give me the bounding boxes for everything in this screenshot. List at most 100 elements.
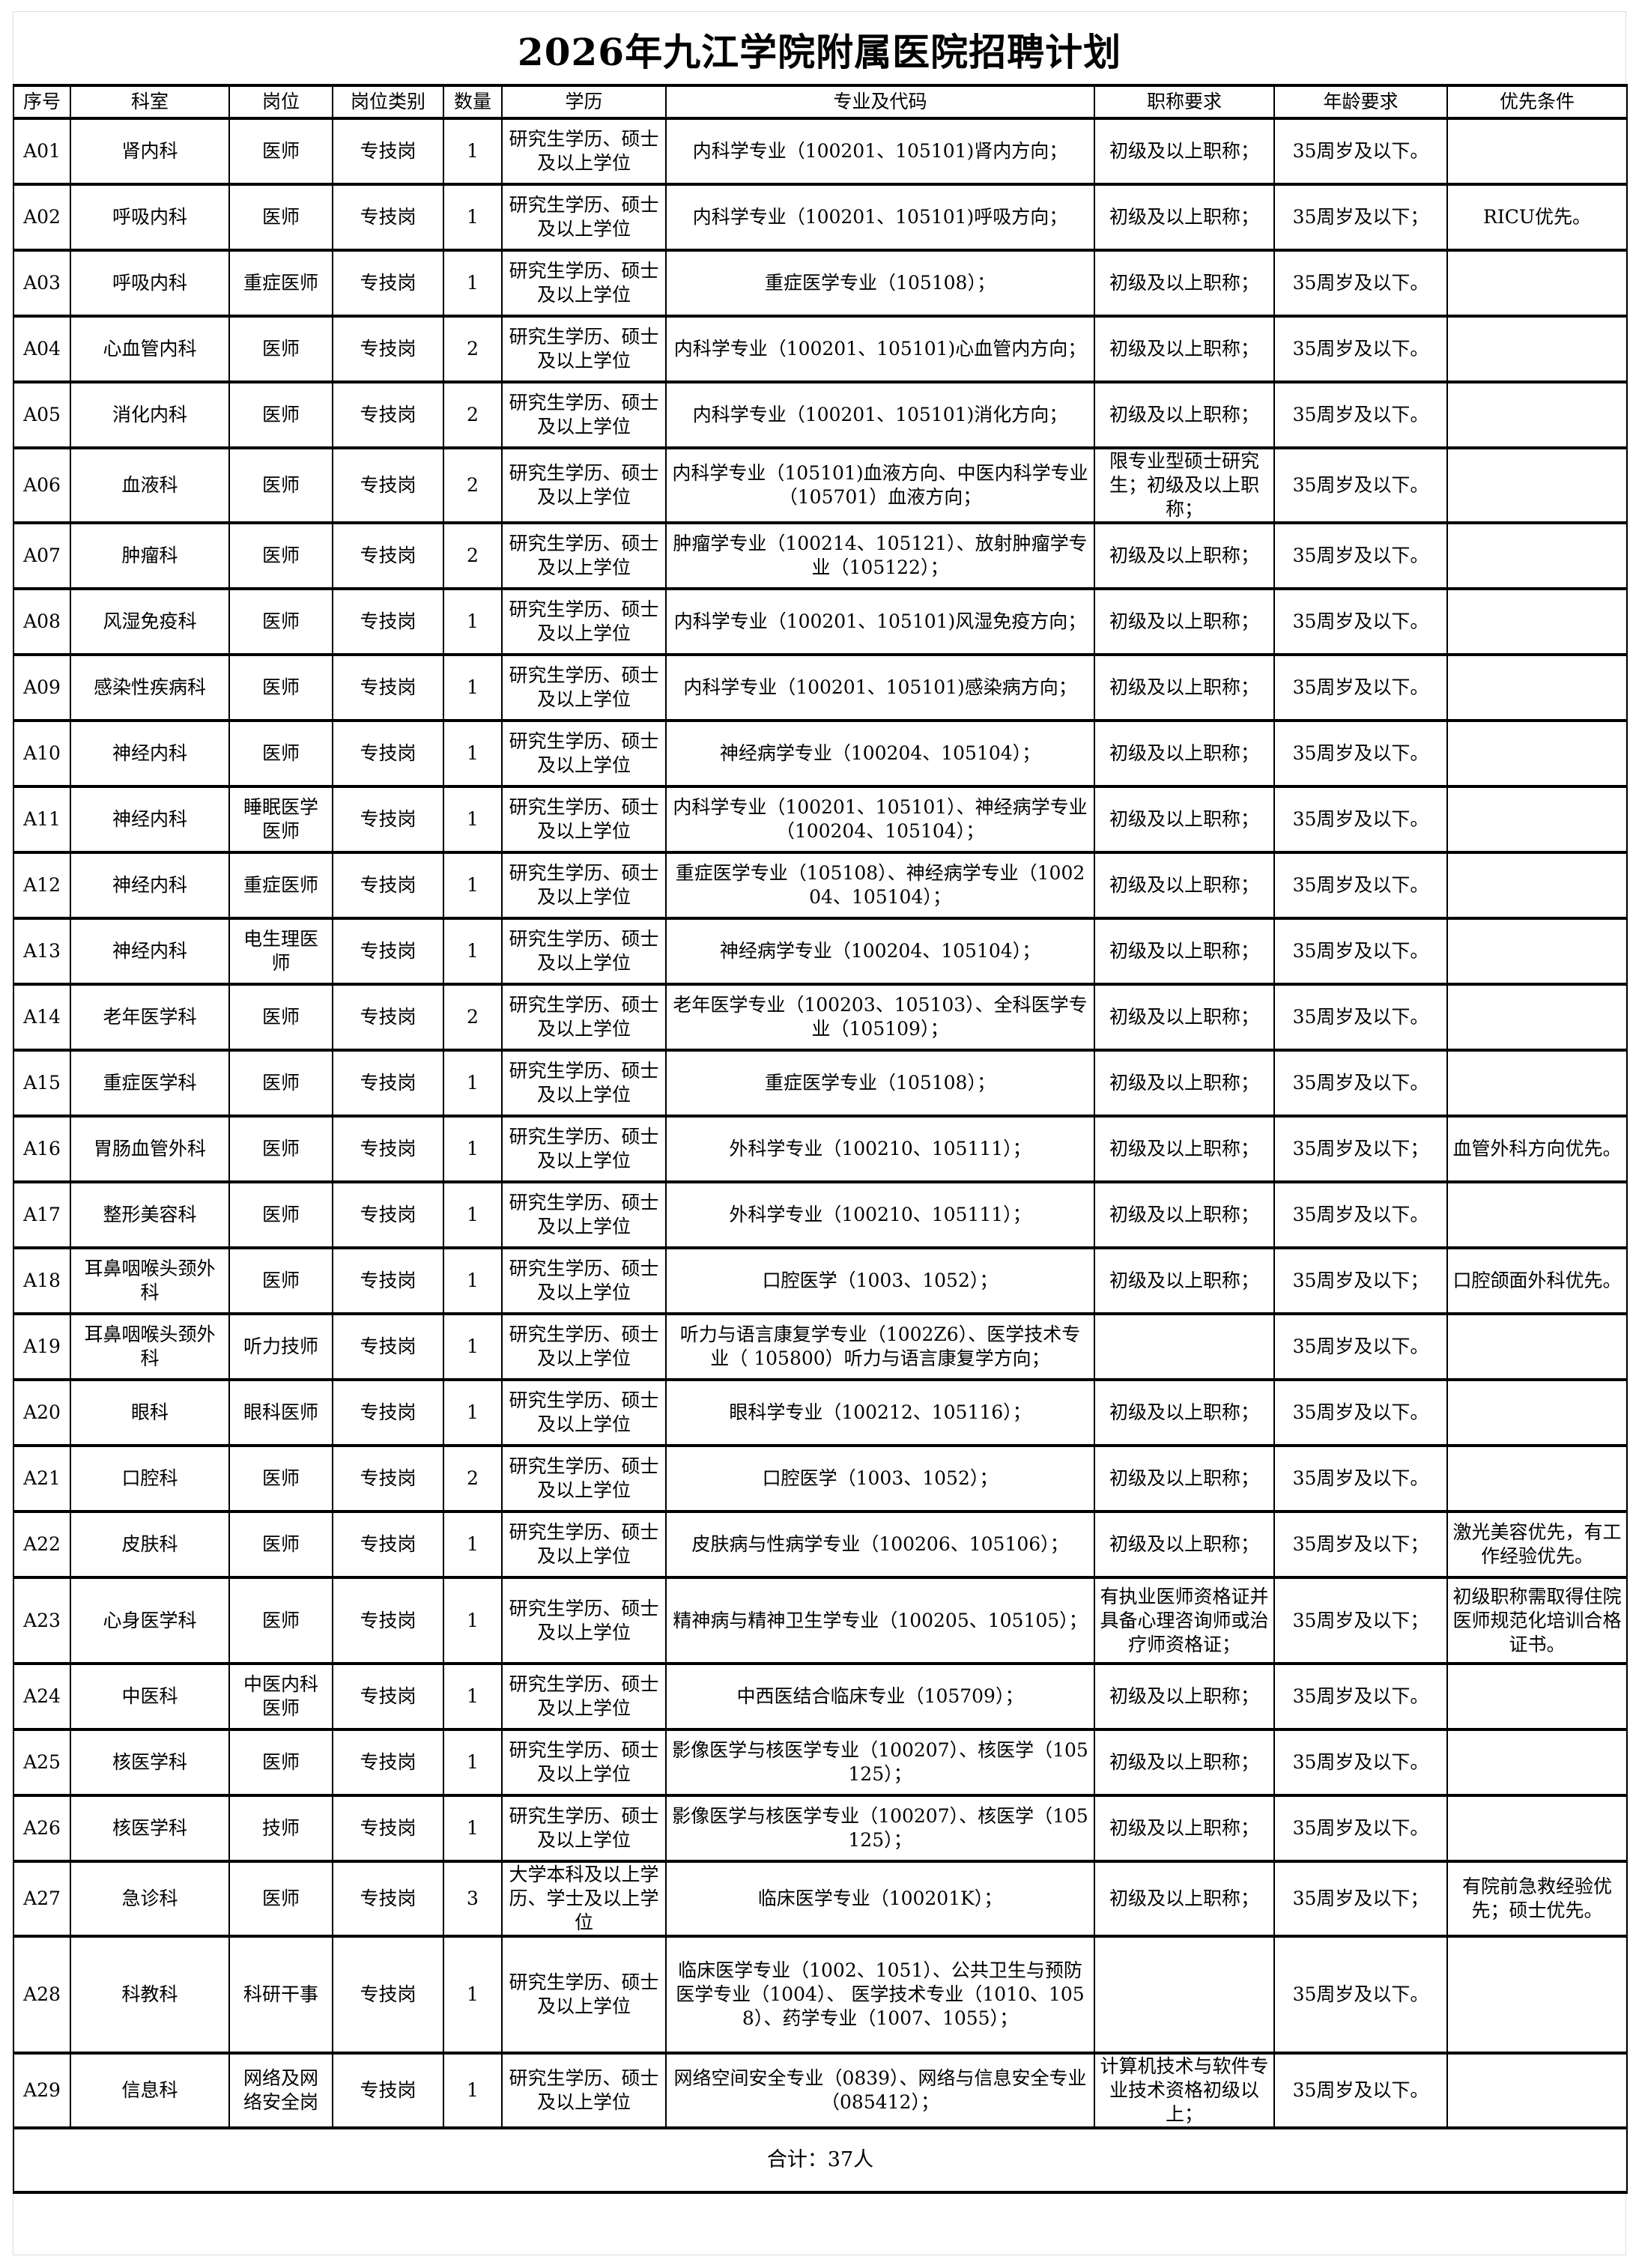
cell-age-requirement: 35周岁及以下。 bbox=[1273, 249, 1448, 318]
cell-priority bbox=[1446, 446, 1628, 524]
cell-position: 医师 bbox=[228, 380, 333, 449]
header-position: 岗位 bbox=[228, 84, 333, 120]
cell-priority bbox=[1446, 1935, 1628, 2055]
table-row: A19 耳鼻咽喉头颈外科 听力技师 专技岗 1 研究生学历、硕士及以上学位 听力与语言康复学… bbox=[13, 1312, 1628, 1381]
cell-position-type: 专技岗 bbox=[332, 851, 444, 920]
cell-title-requirement: 初级及以上职称； bbox=[1094, 1115, 1275, 1183]
cell-position: 重症医师 bbox=[228, 249, 333, 318]
cell-quantity: 1 bbox=[443, 2052, 503, 2129]
cell-title-requirement: 初级及以上职称； bbox=[1094, 1049, 1275, 1118]
cell-priority bbox=[1446, 1378, 1628, 1447]
table-row: A20 眼科 眼科医师 专技岗 1 研究生学历、硕士及以上学位 眼科学专业（100212、1… bbox=[13, 1378, 1628, 1447]
cell-position: 重症医师 bbox=[228, 851, 333, 920]
cell-age-requirement: 35周岁及以下。 bbox=[1273, 521, 1448, 590]
cell-department: 信息科 bbox=[70, 2052, 230, 2129]
table-row: A21 口腔科 医师 专技岗 2 研究生学历、硕士及以上学位 口腔医学（1003、1052）… bbox=[13, 1444, 1628, 1513]
cell-priority bbox=[1446, 983, 1628, 1052]
cell-age-requirement: 35周岁及以下； bbox=[1273, 1860, 1448, 1938]
cell-position: 医师 bbox=[228, 1049, 333, 1118]
header-major-code: 专业及代码 bbox=[665, 84, 1095, 120]
cell-department: 肿瘤科 bbox=[70, 521, 230, 590]
cell-position-type: 专技岗 bbox=[332, 1510, 444, 1579]
cell-age-requirement: 35周岁及以下。 bbox=[1273, 653, 1448, 722]
cell-position: 医师 bbox=[228, 1444, 333, 1513]
cell-position: 医师 bbox=[228, 315, 333, 383]
cell-major-code: 内科学专业（100201、105101)呼吸方向； bbox=[665, 183, 1095, 252]
cell-seq: A23 bbox=[13, 1576, 71, 1665]
cell-position-type: 专技岗 bbox=[332, 1860, 444, 1938]
cell-seq: A13 bbox=[13, 917, 71, 986]
cell-position: 医师 bbox=[228, 587, 333, 656]
cell-position-type: 专技岗 bbox=[332, 1576, 444, 1665]
cell-priority bbox=[1446, 1444, 1628, 1513]
cell-department: 中医科 bbox=[70, 1662, 230, 1731]
cell-major-code: 影像医学与核医学专业（100207）、核医学（105125）； bbox=[665, 1728, 1095, 1797]
cell-position: 科研干事 bbox=[228, 1935, 333, 2055]
cell-title-requirement: 初级及以上职称； bbox=[1094, 719, 1275, 788]
cell-title-requirement: 初级及以上职称； bbox=[1094, 983, 1275, 1052]
cell-priority: 激光美容优先，有工作经验优先。 bbox=[1446, 1510, 1628, 1579]
cell-title-requirement: 初级及以上职称； bbox=[1094, 521, 1275, 590]
table-row: A02 呼吸内科 医师 专技岗 1 研究生学历、硕士及以上学位 内科学专业（100201、1… bbox=[13, 183, 1628, 252]
cell-major-code: 精神病与精神卫生学专业（100205、105105）； bbox=[665, 1576, 1095, 1665]
cell-age-requirement: 35周岁及以下； bbox=[1273, 1510, 1448, 1579]
cell-quantity: 1 bbox=[443, 1576, 503, 1665]
cell-position-type: 专技岗 bbox=[332, 1049, 444, 1118]
cell-position: 医师 bbox=[228, 183, 333, 252]
cell-title-requirement: 有执业医师资格证并具备心理咨询师或治疗师资格证； bbox=[1094, 1576, 1275, 1665]
cell-major-code: 听力与语言康复学专业（1002Z6）、医学技术专业（ 105800）听力与语言康… bbox=[665, 1312, 1095, 1381]
cell-seq: A27 bbox=[13, 1860, 71, 1938]
table-row: A16 胃肠血管外科 医师 专技岗 1 研究生学历、硕士及以上学位 外科学专业（100210… bbox=[13, 1115, 1628, 1183]
cell-position: 医师 bbox=[228, 1180, 333, 1249]
cell-education: 研究生学历、硕士及以上学位 bbox=[501, 1049, 667, 1118]
table-row: A08 风湿免疫科 医师 专技岗 1 研究生学历、硕士及以上学位 内科学专业（100201、… bbox=[13, 587, 1628, 656]
cell-seq: A03 bbox=[13, 249, 71, 318]
cell-seq: A16 bbox=[13, 1115, 71, 1183]
header-quantity: 数量 bbox=[443, 84, 503, 120]
cell-priority bbox=[1446, 1049, 1628, 1118]
cell-quantity: 1 bbox=[443, 917, 503, 986]
cell-seq: A20 bbox=[13, 1378, 71, 1447]
table-row: A25 核医学科 医师 专技岗 1 研究生学历、硕士及以上学位 影像医学与核医学专业（100… bbox=[13, 1728, 1628, 1797]
cell-department: 整形美容科 bbox=[70, 1180, 230, 1249]
cell-age-requirement: 35周岁及以下。 bbox=[1273, 719, 1448, 788]
cell-seq: A11 bbox=[13, 785, 71, 854]
cell-seq: A10 bbox=[13, 719, 71, 788]
cell-education: 研究生学历、硕士及以上学位 bbox=[501, 983, 667, 1052]
cell-department: 血液科 bbox=[70, 446, 230, 524]
cell-position-type: 专技岗 bbox=[332, 1312, 444, 1381]
cell-major-code: 临床医学专业（100201K）； bbox=[665, 1860, 1095, 1938]
cell-age-requirement: 35周岁及以下。 bbox=[1273, 315, 1448, 383]
cell-title-requirement: 初级及以上职称； bbox=[1094, 917, 1275, 986]
cell-major-code: 重症医学专业（105108）； bbox=[665, 1049, 1095, 1118]
cell-department: 呼吸内科 bbox=[70, 249, 230, 318]
cell-age-requirement: 35周岁及以下。 bbox=[1273, 1444, 1448, 1513]
cell-education: 研究生学历、硕士及以上学位 bbox=[501, 1180, 667, 1249]
cell-seq: A04 bbox=[13, 315, 71, 383]
table-header: 序号 科室 岗位 岗位类别 数量 学历 专业及代码 职称要求 年龄要求 优先条件 bbox=[13, 84, 1628, 120]
cell-quantity: 1 bbox=[443, 851, 503, 920]
cell-education: 大学本科及以上学历、学士及以上学位 bbox=[501, 1860, 667, 1938]
cell-priority bbox=[1446, 1180, 1628, 1249]
cell-priority bbox=[1446, 117, 1628, 186]
cell-education: 研究生学历、硕士及以上学位 bbox=[501, 719, 667, 788]
cell-education: 研究生学历、硕士及以上学位 bbox=[501, 117, 667, 186]
cell-quantity: 1 bbox=[443, 1662, 503, 1731]
cell-education: 研究生学历、硕士及以上学位 bbox=[501, 851, 667, 920]
cell-department: 眼科 bbox=[70, 1378, 230, 1447]
cell-priority bbox=[1446, 521, 1628, 590]
cell-seq: A18 bbox=[13, 1246, 71, 1315]
cell-education: 研究生学历、硕士及以上学位 bbox=[501, 1794, 667, 1863]
cell-position-type: 专技岗 bbox=[332, 117, 444, 186]
cell-title-requirement: 初级及以上职称； bbox=[1094, 1860, 1275, 1938]
cell-education: 研究生学历、硕士及以上学位 bbox=[501, 1662, 667, 1731]
cell-major-code: 老年医学专业（100203、105103）、全科医学专业（105109）； bbox=[665, 983, 1095, 1052]
cell-major-code: 口腔医学（1003、1052）； bbox=[665, 1246, 1095, 1315]
cell-age-requirement: 35周岁及以下。 bbox=[1273, 587, 1448, 656]
table-row: A22 皮肤科 医师 专技岗 1 研究生学历、硕士及以上学位 皮肤病与性病学专业（10020… bbox=[13, 1510, 1628, 1579]
cell-title-requirement: 限专业型硕士研究生；初级及以上职称； bbox=[1094, 446, 1275, 524]
cell-department: 肾内科 bbox=[70, 117, 230, 186]
cell-major-code: 内科学专业（100201、105101)感染病方向； bbox=[665, 653, 1095, 722]
cell-education: 研究生学历、硕士及以上学位 bbox=[501, 1576, 667, 1665]
cell-department: 神经内科 bbox=[70, 785, 230, 854]
